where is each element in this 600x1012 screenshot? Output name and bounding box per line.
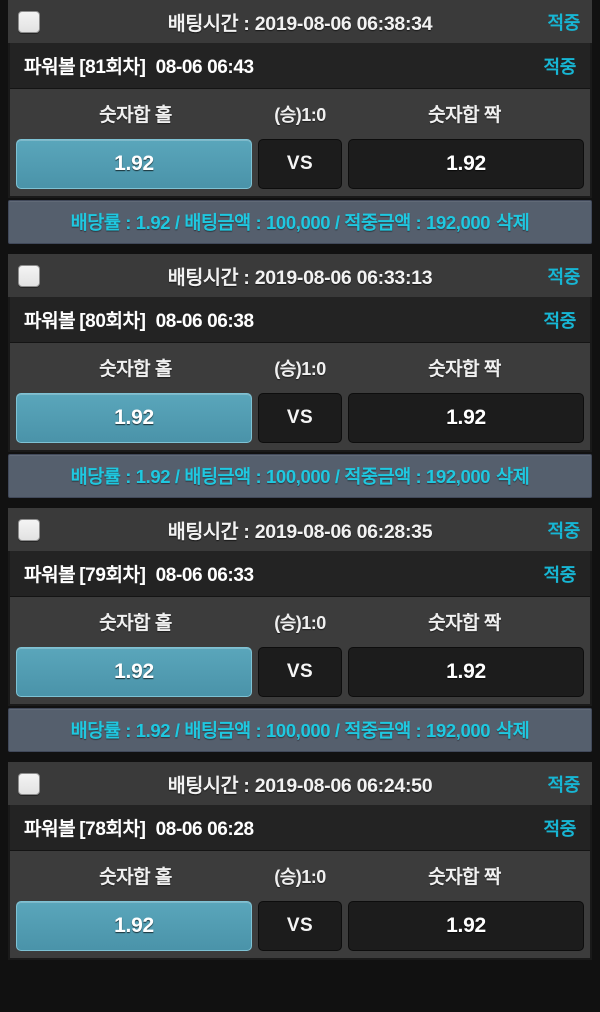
vs-divider: VS <box>258 901 342 951</box>
game-name: 파워볼 <box>24 57 76 78</box>
bet-summary-text: 배당률 : 1.92 / 배팅금액 : 100,000 / 적중금액 : 192… <box>70 466 530 487</box>
delete-link[interactable]: 삭제 <box>496 466 530 487</box>
match-panel: 파워볼 [81회차] 08-06 06:43 적중 숫자합 홀 (승)1:0 숫자합… <box>8 43 592 198</box>
market-home-label: 숫자합 홀 <box>99 613 172 634</box>
game-name: 파워볼 <box>24 311 76 332</box>
bet-card: 배팅시간 : 2019-08-06 06:28:35 적중 파워볼 [79회차] 0… <box>0 508 600 762</box>
match-status-badge: 적중 <box>543 818 576 839</box>
market-label-row: 숫자합 홀 (승)1:0 숫자합 짝 <box>10 851 590 900</box>
bet-summary-text: 배당률 : 1.92 / 배팅금액 : 100,000 / 적중금액 : 192… <box>70 720 530 741</box>
bet-card-header: 배팅시간 : 2019-08-06 06:33:13 적중 <box>0 254 600 297</box>
bet-time-label: 배팅시간 : 2019-08-06 06:24:50 <box>167 775 433 797</box>
bet-summary-bar: 배당률 : 1.92 / 배팅금액 : 100,000 / 적중금액 : 192… <box>8 454 592 498</box>
vs-divider: VS <box>258 393 342 443</box>
market-mid-label: (승)1:0 <box>274 104 326 125</box>
delete-link[interactable]: 삭제 <box>496 720 530 741</box>
market-mid-label: (승)1:0 <box>274 612 326 633</box>
match-header: 파워볼 [81회차] 08-06 06:43 적중 <box>10 43 590 89</box>
game-name: 파워볼 <box>24 819 76 840</box>
match-time: 08-06 06:38 <box>155 311 254 332</box>
match-time: 08-06 06:28 <box>155 819 254 840</box>
market-label-row: 숫자합 홀 (승)1:0 숫자합 짝 <box>10 343 590 392</box>
match-status-badge: 적중 <box>543 310 576 331</box>
bet-card-header: 배팅시간 : 2019-08-06 06:28:35 적중 <box>0 508 600 551</box>
market-away-label: 숫자합 짝 <box>428 105 501 126</box>
status-badge: 적중 <box>547 774 580 795</box>
status-badge: 적중 <box>547 12 580 33</box>
market-mid-label: (승)1:0 <box>274 358 326 379</box>
bet-summary-text: 배당률 : 1.92 / 배팅금액 : 100,000 / 적중금액 : 192… <box>70 212 530 233</box>
round-label: [78회차] <box>79 819 146 840</box>
match-panel: 파워볼 [79회차] 08-06 06:33 적중 숫자합 홀 (승)1:0 숫자합… <box>8 551 592 706</box>
match-status-badge: 적중 <box>543 564 576 585</box>
match-header: 파워볼 [79회차] 08-06 06:33 적중 <box>10 551 590 597</box>
market-mid-label: (승)1:0 <box>274 866 326 887</box>
checkbox-unchecked-icon[interactable] <box>18 518 40 541</box>
checkbox-unchecked-icon[interactable] <box>18 772 40 795</box>
bet-card: 배팅시간 : 2019-08-06 06:33:13 적중 파워볼 [80회차] 0… <box>0 254 600 508</box>
round-label: [81회차] <box>79 57 146 78</box>
bet-card: 배팅시간 : 2019-08-06 06:24:50 적중 파워볼 [78회차] 0… <box>0 762 600 970</box>
market-home-label: 숫자합 홀 <box>99 105 172 126</box>
match-status-badge: 적중 <box>543 56 576 77</box>
bet-time-label: 배팅시간 : 2019-08-06 06:28:35 <box>167 521 433 543</box>
market-home-label: 숫자합 홀 <box>99 867 172 888</box>
bet-summary-bar: 배당률 : 1.92 / 배팅금액 : 100,000 / 적중금액 : 192… <box>8 708 592 752</box>
game-name: 파워볼 <box>24 565 76 586</box>
odds-row: 1.92 VS 1.92 <box>10 646 590 704</box>
bet-card-header: 배팅시간 : 2019-08-06 06:38:34 적중 <box>0 0 600 43</box>
market-away-label: 숫자합 짝 <box>428 613 501 634</box>
bet-time-label: 배팅시간 : 2019-08-06 06:33:13 <box>167 267 433 289</box>
odds-away-button[interactable]: 1.92 <box>348 139 584 189</box>
market-away-label: 숫자합 짝 <box>428 867 501 888</box>
match-panel: 파워볼 [80회차] 08-06 06:38 적중 숫자합 홀 (승)1:0 숫자합… <box>8 297 592 452</box>
match-time: 08-06 06:43 <box>155 57 254 78</box>
status-badge: 적중 <box>547 266 580 287</box>
bet-card: 배팅시간 : 2019-08-06 06:38:34 적중 파워볼 [81회차] 0… <box>0 0 600 254</box>
odds-away-button[interactable]: 1.92 <box>348 393 584 443</box>
odds-home-button[interactable]: 1.92 <box>16 139 252 189</box>
odds-home-button[interactable]: 1.92 <box>16 901 252 951</box>
match-header: 파워볼 [80회차] 08-06 06:38 적중 <box>10 297 590 343</box>
bet-history-list: 배팅시간 : 2019-08-06 06:38:34 적중 파워볼 [81회차] 0… <box>0 0 600 970</box>
bet-time-label: 배팅시간 : 2019-08-06 06:38:34 <box>167 13 433 35</box>
round-label: [79회차] <box>79 565 146 586</box>
bet-summary-bar: 배당률 : 1.92 / 배팅금액 : 100,000 / 적중금액 : 192… <box>8 200 592 244</box>
delete-link[interactable]: 삭제 <box>496 212 530 233</box>
bet-card-header: 배팅시간 : 2019-08-06 06:24:50 적중 <box>0 762 600 805</box>
odds-row: 1.92 VS 1.92 <box>10 392 590 450</box>
market-label-row: 숫자합 홀 (승)1:0 숫자합 짝 <box>10 597 590 646</box>
match-panel: 파워볼 [78회차] 08-06 06:28 적중 숫자합 홀 (승)1:0 숫자합… <box>8 805 592 960</box>
status-badge: 적중 <box>547 520 580 541</box>
market-away-label: 숫자합 짝 <box>428 359 501 380</box>
match-header: 파워볼 [78회차] 08-06 06:28 적중 <box>10 805 590 851</box>
round-label: [80회차] <box>79 311 146 332</box>
checkbox-unchecked-icon[interactable] <box>18 10 40 33</box>
market-label-row: 숫자합 홀 (승)1:0 숫자합 짝 <box>10 89 590 138</box>
odds-row: 1.92 VS 1.92 <box>10 138 590 196</box>
odds-away-button[interactable]: 1.92 <box>348 901 584 951</box>
odds-home-button[interactable]: 1.92 <box>16 393 252 443</box>
odds-away-button[interactable]: 1.92 <box>348 647 584 697</box>
odds-row: 1.92 VS 1.92 <box>10 900 590 958</box>
vs-divider: VS <box>258 139 342 189</box>
odds-home-button[interactable]: 1.92 <box>16 647 252 697</box>
match-time: 08-06 06:33 <box>155 565 254 586</box>
vs-divider: VS <box>258 647 342 697</box>
checkbox-unchecked-icon[interactable] <box>18 264 40 287</box>
market-home-label: 숫자합 홀 <box>99 359 172 380</box>
